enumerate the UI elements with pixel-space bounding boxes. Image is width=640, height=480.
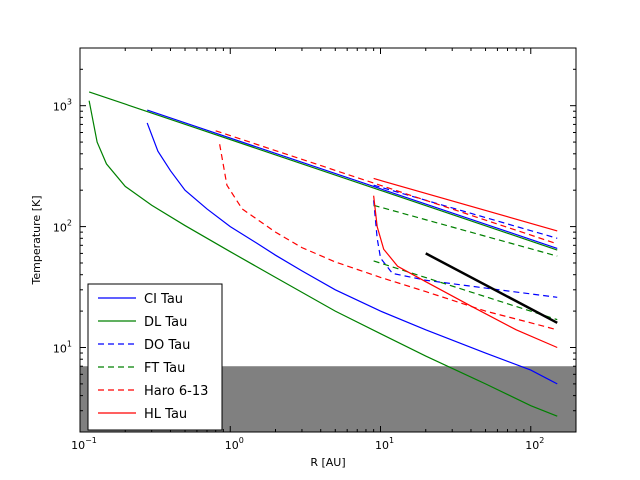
x-tick-label: 100 [225, 436, 244, 452]
series-layer [88, 91, 558, 417]
series-line-0 [146, 109, 558, 249]
series-line-3 [88, 100, 558, 417]
y-tick-label: 102 [53, 219, 72, 235]
series-line-1 [146, 122, 558, 385]
legend-label: DL Tau [144, 315, 187, 330]
legend-box [87, 283, 223, 431]
series-line-9 [219, 144, 558, 331]
series-line-4 [373, 184, 558, 239]
series-line-2 [88, 91, 558, 251]
legend-label: HL Tau [144, 407, 187, 422]
legend-label: FT Tau [144, 361, 185, 376]
legend: CI Tau DL Tau DO Tau FT Tau Haro 6-13 HL Tau [87, 283, 223, 431]
series-line-10 [373, 177, 558, 232]
series-line-5 [373, 200, 558, 298]
y-tick-label: 103 [53, 98, 72, 114]
series-line-6 [373, 204, 558, 257]
legend-label: CI Tau [144, 292, 183, 307]
plot-frame [79, 47, 577, 433]
series-line-11 [373, 195, 558, 349]
series-line-7 [373, 260, 558, 321]
legend-label: DO Tau [144, 338, 190, 353]
x-axis-label: R [AU] [310, 456, 345, 469]
x-tick-label: 10−1 [71, 436, 97, 452]
series-line-12 [425, 252, 558, 324]
x-tick-label: 101 [375, 436, 394, 452]
y-tick-label: 101 [53, 339, 72, 355]
legend-label: Haro 6-13 [144, 384, 208, 399]
y-axis-label: Temperature [K] [30, 196, 43, 286]
x-tick-label: 102 [525, 436, 544, 452]
